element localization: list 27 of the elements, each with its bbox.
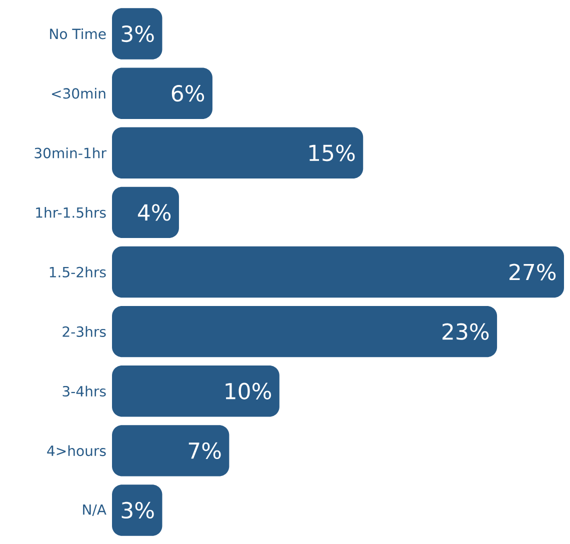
y-tick-label: No Time [50,28,106,40]
data-label: 10% [226,382,271,400]
y-tick-label: 2-3hrs [62,326,106,337]
data-label: 3% [122,502,154,519]
data-label: 3% [122,25,154,42]
y-tick-label: 1.5-2hrs [50,266,106,278]
data-label: 27% [510,264,556,280]
y-tick-label: 1hr-1.5hrs [36,207,106,218]
data-label: 23% [442,323,489,340]
data-label: 4% [138,204,171,221]
bar [112,186,179,238]
bar [112,306,498,358]
y-tick-label: 4>hours [47,445,106,456]
bar [112,8,162,60]
bar [112,246,564,298]
y-tick-label: N/A [83,504,106,516]
bar [112,127,364,178]
y-tick-label: 3-4hrs [62,386,106,397]
bar [112,68,212,119]
bar [112,484,162,536]
data-label: 6% [172,85,204,102]
data-label: 7% [188,442,221,459]
y-tick-label: 30min-1hr [34,147,106,158]
bar [112,425,230,476]
bar [112,366,280,417]
data-label: 15% [309,144,355,162]
y-tick-label: <30min [52,88,106,99]
